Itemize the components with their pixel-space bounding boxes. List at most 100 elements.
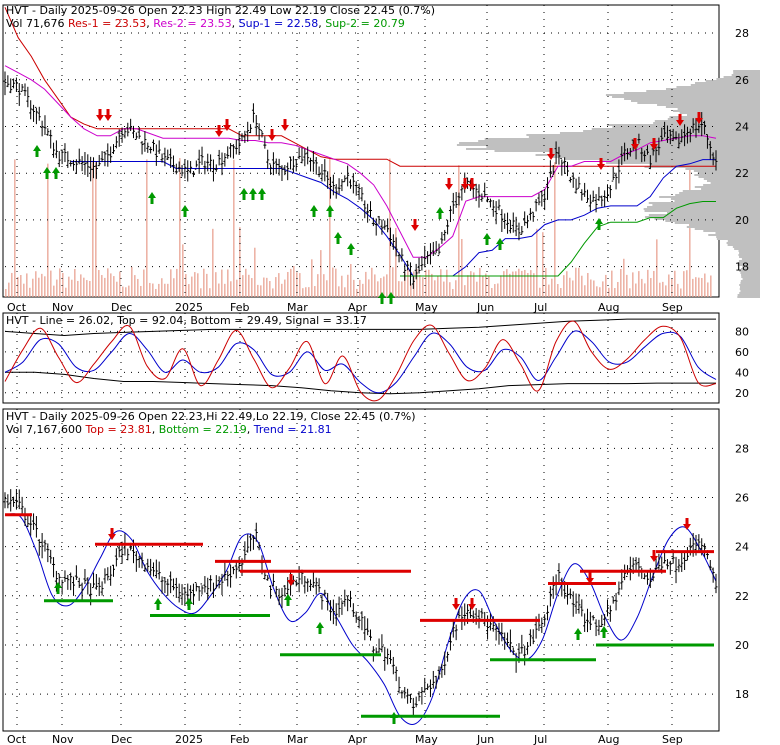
trend-chart-title: HVT - Daily 2025-09-26 Open 22.23,Hi 22.… [6, 410, 416, 423]
volume-bar [617, 281, 619, 297]
volume-bar [197, 273, 199, 297]
volume-bar [596, 286, 598, 297]
volume-profile-bar [740, 282, 760, 284]
trend-panel: 18 20 22 24 26 28 Oct Nov Dec 2025 Feb Mar Apr May Ju… [2, 408, 749, 745]
volume-bar [539, 287, 541, 297]
volume-bar [209, 288, 211, 297]
volume-profile-bar [687, 114, 760, 116]
volume-profile-bar [606, 162, 760, 164]
trend-down-arrow [452, 598, 460, 610]
volume-bar [164, 283, 166, 297]
volume-bar [602, 281, 604, 297]
volume-bar [290, 268, 292, 297]
volume-bar [311, 259, 313, 297]
volume-bar [62, 272, 64, 297]
volume-bar [509, 273, 511, 297]
volume-profile-bar [535, 154, 760, 156]
sup2-legend: Sup-2 = 20.79 [325, 17, 405, 30]
volume-bar [281, 283, 283, 297]
volume-bar [146, 159, 148, 297]
volume-bar [614, 288, 616, 297]
volume-bar [542, 232, 544, 297]
volume-profile-bar [673, 110, 760, 112]
volume-bar [464, 285, 466, 297]
volume-profile-bar [738, 250, 760, 252]
volume-bar [644, 283, 646, 297]
volume-bar [422, 277, 424, 297]
down-arrow [547, 148, 555, 160]
volume-bar [647, 269, 649, 297]
volume-bar [506, 269, 508, 297]
volume-bar [68, 276, 70, 297]
volume-bar [440, 269, 442, 297]
volume-bars [5, 157, 712, 297]
trend-date-label: Feb [230, 733, 249, 745]
volume-profile-bar [701, 188, 760, 190]
volume-bar [650, 278, 652, 297]
up-arrow [378, 292, 386, 304]
volume-bar [503, 271, 505, 297]
volume-bar [338, 286, 340, 297]
volume-profile-bar [737, 264, 760, 266]
volume-profile-bar [644, 216, 760, 218]
oscillator-panel: 20 40 60 80 HVT - Line = 26.02, Top = 92.04… [2, 312, 749, 404]
signal-arrows [33, 109, 703, 304]
volume-bar [707, 282, 709, 297]
volume-profile-bar [674, 200, 760, 202]
volume-bar [494, 284, 496, 297]
volume-profile-bar [693, 170, 760, 172]
oscillator-tick-label: 40 [735, 366, 749, 379]
trend-date-label: Aug [598, 733, 619, 745]
volume-bar [35, 271, 37, 297]
volume-bar [317, 274, 319, 297]
volume-profile-bar [698, 176, 760, 178]
volume-bar [356, 288, 358, 297]
volume-bar [143, 269, 145, 297]
volume-profile-bar [648, 202, 760, 204]
price-tick-label: 26 [735, 74, 749, 87]
volume-bar [530, 270, 532, 297]
volume-bar [194, 272, 196, 297]
volume-bar [269, 281, 271, 297]
volume-bar [680, 288, 682, 297]
trend-date-label: May [415, 733, 438, 745]
volume-bar [341, 275, 343, 297]
trend-date-label: Sep [662, 733, 683, 745]
volume-bar [38, 277, 40, 297]
down-arrow [96, 109, 104, 121]
volume-bar [263, 277, 265, 297]
volume-profile-bar [694, 186, 760, 188]
volume-bar [251, 278, 253, 297]
volume-bar [692, 278, 694, 297]
down-arrow [468, 178, 476, 190]
price-tick-label: 28 [735, 27, 749, 40]
volume-bar [248, 274, 250, 297]
volume-bar [287, 271, 289, 297]
trend-tick-label: 28 [735, 442, 749, 455]
volume-profile-bar [676, 86, 760, 88]
volume-bar [560, 288, 562, 297]
volume-bar [374, 274, 376, 297]
volume-profile-bar [737, 262, 760, 264]
volume-bar [467, 275, 469, 297]
volume-profile-bar [727, 240, 760, 242]
volume-profile-bar [738, 254, 760, 256]
volume-profile-bar [706, 180, 760, 182]
price-date-label: Oct [7, 301, 27, 314]
volume-profile-bar [716, 238, 760, 240]
volume-bar [278, 273, 280, 297]
volume-bar [296, 272, 298, 297]
up-arrow [326, 205, 334, 217]
signal-line [4, 330, 717, 394]
trend-date-label: Jun [476, 733, 494, 745]
up-arrow [347, 243, 355, 255]
volume-bar [77, 280, 79, 297]
volume-profile-bar [739, 288, 760, 290]
trend-date-label: 2025 [175, 733, 203, 745]
trend-down-arrow [586, 572, 594, 584]
volume-profile-bar [679, 112, 760, 114]
volume-bar [329, 158, 331, 297]
trend-levels [5, 513, 714, 718]
price-tick-label: 22 [735, 167, 749, 180]
